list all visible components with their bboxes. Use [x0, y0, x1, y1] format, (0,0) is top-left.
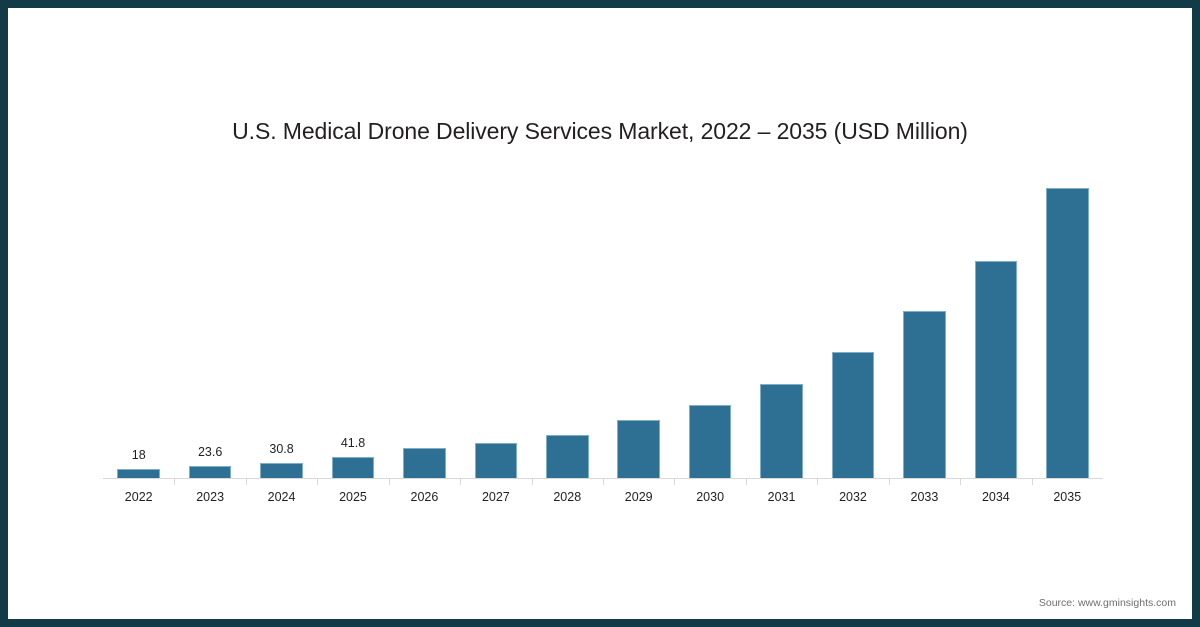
bar-group-2023: 23.6: [174, 170, 245, 478]
x-axis-label-2031: 2031: [767, 490, 796, 504]
x-axis-label-2028: 2028: [553, 490, 582, 504]
x-axis-label-2033: 2033: [910, 490, 939, 504]
x-axis-label-2029: 2029: [624, 490, 653, 504]
bar-group-2032: [817, 170, 888, 478]
x-axis-label-2027: 2027: [481, 490, 510, 504]
x-axis-label-2023: 2023: [196, 490, 225, 504]
bar-2035[interactable]: [1046, 187, 1089, 478]
bar-value-label-2023: 23.6: [197, 445, 223, 460]
bar-value-label-2025: 41.8: [340, 436, 366, 451]
bar-value-label-2024: 30.8: [269, 441, 294, 456]
bar-group-2024: 30.8: [246, 170, 317, 478]
bar-2032[interactable]: [831, 351, 875, 478]
chart-title: U.S. Medical Drone Delivery Services Mar…: [232, 118, 968, 144]
x-axis-tick: [888, 478, 890, 485]
x-axis-label-2025: 2025: [339, 490, 367, 504]
bar-group-2033: [889, 170, 960, 478]
bar-2023[interactable]: [188, 466, 232, 478]
bar-2024[interactable]: [260, 462, 303, 478]
bar-group-2030: [674, 170, 745, 478]
x-axis-tick: [1031, 478, 1033, 485]
bar-2034[interactable]: [974, 261, 1018, 478]
x-axis-tick: [317, 478, 319, 485]
x-axis-label-2022: 2022: [124, 490, 153, 504]
bar-value-label-2022: 18: [131, 448, 146, 463]
bar-group-2034: [960, 170, 1031, 478]
x-axis-tick: [745, 478, 747, 485]
x-axis-tick: [531, 478, 533, 485]
x-axis-tick: [174, 478, 176, 485]
x-axis-tick: [603, 478, 604, 485]
bar-2028[interactable]: [546, 435, 589, 478]
bar-2022[interactable]: [117, 469, 160, 478]
bar-group-2031: [746, 170, 817, 478]
bar-2029[interactable]: [617, 420, 660, 478]
bar-group-2035: [1032, 170, 1103, 478]
x-axis-label-2024: 2024: [267, 490, 296, 504]
x-axis-label-group: 2022 2023 2024 2025 2026 2027 2028 2029 2030 2031…: [103, 490, 1103, 512]
bar-group-2027: [460, 170, 531, 478]
bar-2027[interactable]: [474, 443, 518, 478]
x-axis-tick: [960, 478, 962, 485]
bar-group-2029: [603, 170, 674, 478]
x-axis-label-2035: 2035: [1053, 490, 1082, 504]
bar-2033[interactable]: [903, 311, 946, 478]
x-axis-label-2032: 2032: [839, 490, 867, 504]
x-axis-tick: [245, 478, 247, 485]
x-axis-tick: [388, 478, 390, 485]
chart-canvas: U.S. Medical Drone Delivery Services Mar…: [8, 8, 1192, 619]
bar-2026[interactable]: [403, 448, 446, 478]
x-axis-label-2026: 2026: [410, 490, 439, 504]
bar-chart-plot-area: 18 23.6 30.8 41.8: [103, 170, 1103, 478]
bar-group-2028: [532, 170, 603, 478]
x-axis-tick: [460, 478, 462, 485]
bar-2025[interactable]: [331, 457, 375, 478]
bar-group-2026: [389, 170, 460, 478]
bar-2030[interactable]: [688, 405, 732, 478]
x-axis-tick: [674, 478, 676, 485]
source-attribution: Source: www.gminsights.com: [1038, 597, 1176, 609]
bar-group-2025: 41.8: [317, 170, 388, 478]
bar-group-2022: 18: [103, 170, 174, 478]
x-axis-label-2034: 2034: [981, 490, 1010, 504]
x-axis-label-2030: 2030: [696, 490, 725, 504]
bar-2031[interactable]: [760, 383, 803, 478]
x-axis-tick: [817, 478, 819, 485]
